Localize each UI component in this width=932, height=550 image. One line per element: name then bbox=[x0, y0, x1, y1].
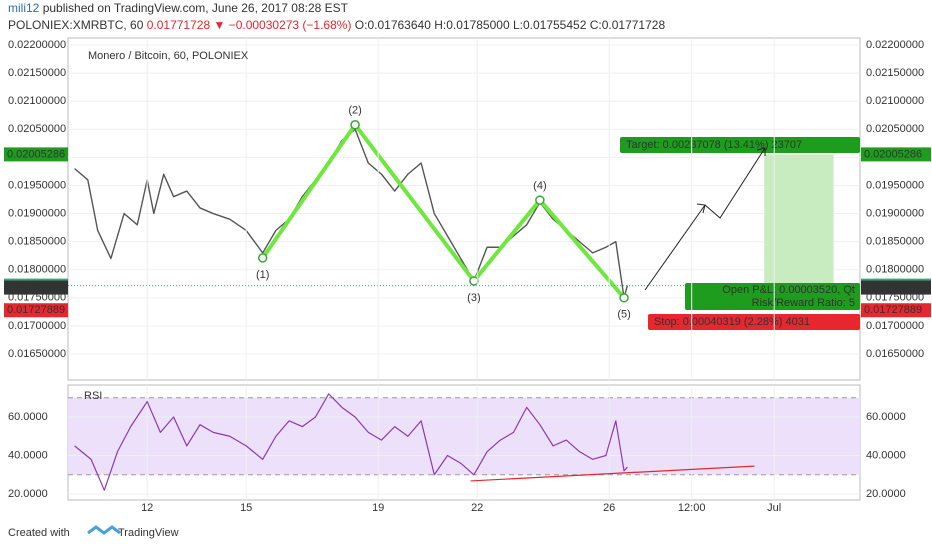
stop-label: Stop: 0.00040319 (2.28%) 4031 bbox=[654, 316, 810, 328]
wave-label: (5) bbox=[617, 309, 630, 321]
wave-point bbox=[619, 293, 629, 303]
y-tick-label: 0.02150000 bbox=[8, 67, 66, 79]
x-tick-label: 12 bbox=[141, 502, 153, 514]
rsi-band bbox=[68, 397, 860, 475]
wave-point bbox=[257, 253, 268, 263]
wave-point bbox=[469, 276, 479, 286]
change: ▼ −0.00030273 (−1.68%) bbox=[213, 18, 351, 32]
wave-label: (4) bbox=[533, 180, 546, 192]
y-tick-label: 20.0000 bbox=[8, 488, 48, 500]
y-tick-label: 20.0000 bbox=[866, 488, 906, 500]
y-tick-label: 0.01650000 bbox=[8, 348, 66, 360]
price-marker-label: 0.01768208 bbox=[864, 281, 922, 293]
rsi-title: RSI bbox=[84, 390, 102, 402]
y-tick-label: 0.02050000 bbox=[866, 123, 924, 135]
y-tick-label: 60.0000 bbox=[866, 411, 906, 423]
y-tick-label: 0.01950000 bbox=[8, 179, 66, 191]
x-tick-label: 12:00 bbox=[678, 502, 706, 514]
y-tick-label: 0.01650000 bbox=[866, 348, 924, 360]
annotation-box bbox=[620, 137, 860, 153]
open: O:0.01763640 bbox=[355, 18, 431, 32]
x-tick-label: 22 bbox=[471, 502, 483, 514]
y-tick-label: 0.01750000 bbox=[866, 292, 924, 304]
y-tick-label: 0.02150000 bbox=[866, 67, 924, 79]
y-tick-label: 0.01750000 bbox=[8, 292, 66, 304]
y-tick-label: 0.01700000 bbox=[866, 320, 924, 332]
chart-title: Monero / Bitcoin, 60, POLONIEX bbox=[88, 50, 249, 62]
y-tick-label: 0.01850000 bbox=[866, 236, 924, 248]
x-tick-label: 15 bbox=[240, 502, 252, 514]
y-tick-label: 0.02200000 bbox=[866, 39, 924, 51]
price-marker bbox=[4, 280, 68, 295]
y-tick-label: 0.02100000 bbox=[866, 95, 924, 107]
published: published on TradingView.com, June 26, 2… bbox=[43, 1, 349, 15]
y-tick-label: 0.02200000 bbox=[8, 39, 66, 51]
price-marker-label: 0.02005286 bbox=[864, 148, 922, 160]
y-tick-label: 60.0000 bbox=[8, 411, 48, 423]
y-tick-label: 0.01900000 bbox=[8, 207, 66, 219]
y-tick-label: 0.01800000 bbox=[866, 264, 924, 276]
wave-label: (1) bbox=[256, 269, 269, 281]
footer-brand[interactable]: TradingView bbox=[118, 527, 179, 539]
wave-label: (2) bbox=[348, 105, 361, 117]
y-tick-label: 0.01950000 bbox=[866, 179, 924, 191]
quote-line: POLONIEX:XMRBTC, 60 0.01771728 ▼ −0.0003… bbox=[8, 18, 665, 32]
target-label: Target: 0.00237078 (13.41%) 23707 bbox=[626, 139, 802, 151]
price-marker bbox=[4, 147, 68, 162]
y-tick-label: 0.01850000 bbox=[8, 236, 66, 248]
high: H:0.01785000 bbox=[434, 18, 510, 32]
price-marker-label: 0.01727889 bbox=[7, 304, 65, 316]
price-marker bbox=[4, 303, 68, 318]
y-tick-label: 40.0000 bbox=[8, 449, 48, 461]
series-line bbox=[74, 393, 628, 491]
price-marker bbox=[861, 303, 931, 318]
annotation-box bbox=[685, 283, 860, 310]
y-tick-label: 40.0000 bbox=[866, 449, 906, 461]
logo bbox=[87, 525, 121, 535]
x-tick-label: Jul bbox=[767, 502, 781, 514]
pnl-label: Open P&L: 0.00003520, Qt bbox=[722, 284, 855, 296]
low: L:0.01755452 bbox=[513, 18, 587, 32]
wave-point bbox=[350, 120, 360, 130]
wave-label: (3) bbox=[467, 292, 480, 304]
plots: 0.02200000 0.02200000 0.02150000 0.02150000… bbox=[4, 38, 931, 514]
y-tick-label: 0.01700000 bbox=[8, 320, 66, 332]
projection-arrow bbox=[644, 147, 766, 291]
price-marker-label: 0.02005286 bbox=[7, 148, 65, 160]
x-tick-label: 19 bbox=[372, 502, 384, 514]
price-marker bbox=[861, 147, 931, 162]
last: 0.01771728 bbox=[147, 18, 211, 32]
price-marker-label: 0.01727889 bbox=[864, 304, 922, 316]
wave-point bbox=[535, 195, 545, 205]
rr-label: Risk/Reward Ratio: 5 bbox=[752, 297, 855, 309]
author[interactable]: mili12 bbox=[8, 1, 40, 15]
close: C:0.01771728 bbox=[590, 18, 666, 32]
y-tick-label: 0.02100000 bbox=[8, 95, 66, 107]
footer-created: Created with bbox=[8, 527, 70, 539]
symbol: POLONIEX:XMRBTC, 60 bbox=[8, 18, 144, 32]
price-marker bbox=[861, 280, 931, 295]
header-line: mili12 published on TradingView.com, Jun… bbox=[8, 1, 349, 15]
y-tick-label: 0.02050000 bbox=[8, 123, 66, 135]
annotation-box bbox=[648, 314, 860, 330]
price-marker-label: 0.01768208 bbox=[7, 281, 65, 293]
y-tick-label: 0.01900000 bbox=[866, 207, 924, 219]
series-line bbox=[470, 465, 755, 482]
target-zone bbox=[764, 154, 834, 286]
x-tick-label: 26 bbox=[603, 502, 615, 514]
price-pane bbox=[67, 37, 861, 381]
y-tick-label: 0.01800000 bbox=[8, 264, 66, 276]
